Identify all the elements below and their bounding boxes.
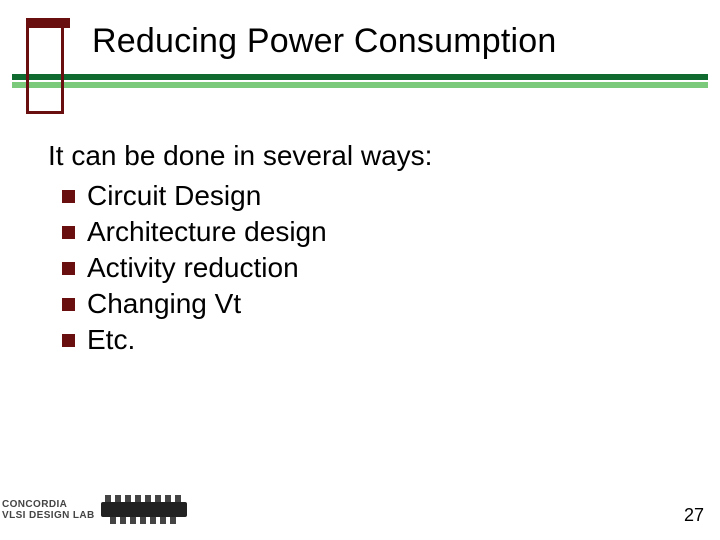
- accent-box: [26, 18, 64, 114]
- list-item: Circuit Design: [62, 180, 432, 212]
- bullet-text: Changing Vt: [87, 288, 241, 320]
- chip-pin: [175, 495, 181, 502]
- chip-pin: [105, 495, 111, 502]
- chip-pin: [155, 495, 161, 502]
- slide-body: It can be done in several ways: Circuit …: [48, 140, 432, 360]
- chip-pin: [150, 517, 156, 524]
- bullet-text: Circuit Design: [87, 180, 261, 212]
- chip-pin: [135, 495, 141, 502]
- title-rule-light: [12, 82, 708, 88]
- chip-pin: [165, 495, 171, 502]
- list-item: Activity reduction: [62, 252, 432, 284]
- chip-pin: [130, 517, 136, 524]
- logo-text: CONCORDIA VLSI DESIGN LAB: [2, 499, 95, 521]
- intro-text: It can be done in several ways:: [48, 140, 432, 172]
- square-bullet-icon: [62, 298, 75, 311]
- logo-line-1: CONCORDIA: [2, 499, 95, 510]
- accent-box-cap: [26, 18, 70, 28]
- page-number: 27: [684, 505, 704, 526]
- bullet-text: Etc.: [87, 324, 135, 356]
- chip-pin: [140, 517, 146, 524]
- chip-pin: [145, 495, 151, 502]
- list-item: Etc.: [62, 324, 432, 356]
- slide: Reducing Power Consumption It can be don…: [0, 0, 720, 540]
- bullet-text: Activity reduction: [87, 252, 299, 284]
- list-item: Architecture design: [62, 216, 432, 248]
- square-bullet-icon: [62, 190, 75, 203]
- chip-pin: [120, 517, 126, 524]
- logo-line-2: VLSI DESIGN LAB: [2, 510, 95, 521]
- chip-body: [101, 502, 187, 517]
- chip-pin: [110, 517, 116, 524]
- chip-pin: [160, 517, 166, 524]
- square-bullet-icon: [62, 226, 75, 239]
- title-rule-dark: [12, 74, 708, 80]
- logo: CONCORDIA VLSI DESIGN LAB: [2, 494, 187, 526]
- slide-title: Reducing Power Consumption: [92, 22, 556, 61]
- bullet-list: Circuit Design Architecture design Activ…: [62, 180, 432, 356]
- chip-pin: [115, 495, 121, 502]
- chip-icon: [101, 494, 187, 526]
- list-item: Changing Vt: [62, 288, 432, 320]
- bullet-text: Architecture design: [87, 216, 327, 248]
- square-bullet-icon: [62, 262, 75, 275]
- square-bullet-icon: [62, 334, 75, 347]
- chip-pin: [170, 517, 176, 524]
- chip-pin: [125, 495, 131, 502]
